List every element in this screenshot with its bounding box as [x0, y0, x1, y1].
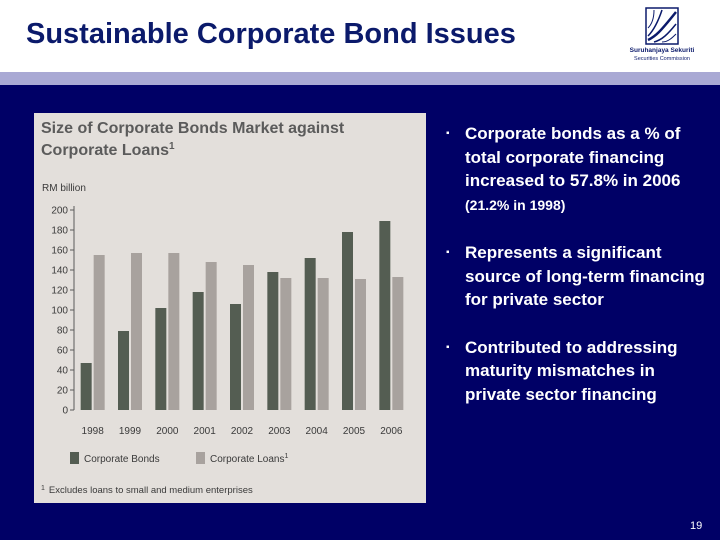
- y-tick-label: 160: [51, 246, 68, 257]
- bar-corporate-bonds-2003: [267, 272, 279, 410]
- x-tick-label-1999: 1999: [119, 426, 142, 437]
- chart-footnote-text: Excludes loans to small and medium enter…: [49, 485, 253, 496]
- bullet-square-icon: ▪: [446, 341, 450, 353]
- x-tick-label-2003: 2003: [268, 426, 291, 437]
- x-tick-label-2002: 2002: [231, 426, 254, 437]
- logo-name: Suruhanjaya Sekuriti: [629, 47, 695, 54]
- securities-commission-logo: Suruhanjaya Sekuriti Securities Commissi…: [610, 6, 714, 68]
- legend-label-corporate-loans-superscript: 1: [285, 453, 289, 460]
- y-tick-label: 0: [62, 406, 68, 417]
- legend-swatch-corporate-loans: [196, 452, 205, 464]
- bar-corporate-loans-2003: [280, 278, 292, 410]
- y-tick-label: 200: [51, 206, 68, 217]
- bullet-subtext-bond-share: (21.2% in 1998): [465, 196, 566, 213]
- logo-emblem-icon: [645, 7, 679, 45]
- bar-corporate-bonds-2004: [304, 258, 316, 410]
- bar-corporate-loans-1998: [93, 255, 105, 410]
- bar-corporate-bonds-2000: [155, 308, 167, 410]
- legend-label-corporate-loans-text: Corporate Loans: [210, 454, 285, 465]
- x-tick-label-2005: 2005: [343, 426, 366, 437]
- bullet-text-maturity-mismatch: Contributed to addressing maturity misma…: [465, 337, 678, 404]
- bullet-item-bond-share: ▪ Corporate bonds as a % of total corpora…: [444, 122, 714, 217]
- bullet-item-long-term-financing: ▪ Represents a significant source of long…: [444, 241, 714, 312]
- bar-corporate-loans-2004: [317, 278, 329, 410]
- x-tick-label-2001: 2001: [194, 426, 217, 437]
- y-axis: 0 20 40 60 80 100 120 140 160 180 200: [51, 206, 75, 417]
- bullet-item-maturity-mismatch: ▪ Contributed to addressing maturity mism…: [444, 336, 714, 407]
- y-tick-label: 80: [57, 326, 69, 337]
- y-tick-label: 20: [57, 386, 69, 397]
- x-tick-label-2006: 2006: [380, 426, 403, 437]
- chart-footnote-marker: 1: [41, 485, 45, 492]
- bar-corporate-bonds-1999: [118, 331, 129, 410]
- y-tick-label: 100: [51, 306, 68, 317]
- y-tick-label: 120: [51, 286, 68, 297]
- legend-swatch-corporate-bonds: [70, 452, 79, 464]
- bar-corporate-loans-2001: [205, 262, 217, 410]
- bullet-list: ▪ Corporate bonds as a % of total corpora…: [444, 122, 714, 430]
- slide-header: Sustainable Corporate Bond Issues Suruha…: [0, 0, 720, 72]
- bar-corporate-loans-2006: [392, 277, 404, 410]
- chart-legend: Corporate Bonds Corporate Loans1: [70, 452, 289, 465]
- header-band: [0, 72, 720, 85]
- chart-title-line-2: Corporate Loans1: [41, 141, 175, 159]
- bar-corporate-bonds-2005: [342, 232, 353, 410]
- chart-panel: Size of Corporate Bonds Market against C…: [34, 113, 426, 503]
- legend-label-corporate-loans: Corporate Loans1: [210, 453, 289, 465]
- x-axis-labels: 1998 1999 2000 2001 2002 2003 2004 2005 2006: [82, 426, 403, 437]
- bar-corporate-bonds-1998: [80, 363, 92, 410]
- bar-corporate-loans-1999: [131, 253, 142, 410]
- x-tick-label-1998: 1998: [82, 426, 105, 437]
- x-tick-label-2000: 2000: [156, 426, 179, 437]
- chart-footnote: 1 Excludes loans to small and medium ente…: [41, 485, 253, 496]
- chart-bars: [80, 221, 404, 410]
- bullet-square-icon: ▪: [446, 247, 450, 258]
- bullet-text-bond-share: Corporate bonds as a % of total corporat…: [465, 124, 681, 190]
- bar-corporate-loans-2005: [355, 279, 366, 410]
- page-number: 19: [690, 520, 703, 532]
- chart-title-line-1: Size of Corporate Bonds Market against: [41, 120, 345, 137]
- bond-loan-bar-chart: Size of Corporate Bonds Market against C…: [41, 120, 404, 496]
- bullet-text-long-term-financing: Represents a significant source of long-…: [465, 243, 705, 309]
- chart-unit-label: RM billion: [42, 183, 86, 194]
- chart-title-line-2-text: Corporate Loans: [41, 142, 169, 159]
- y-tick-label: 140: [51, 266, 68, 277]
- bullet-square-icon: ▪: [446, 128, 450, 139]
- slide-title: Sustainable Corporate Bond Issues: [26, 18, 516, 50]
- bar-corporate-loans-2000: [168, 253, 180, 410]
- bar-corporate-bonds-2006: [379, 221, 391, 410]
- chart-title-superscript: 1: [169, 141, 175, 152]
- bar-corporate-bonds-2001: [192, 292, 204, 410]
- bar-corporate-bonds-2002: [230, 304, 241, 410]
- y-tick-label: 40: [57, 366, 69, 377]
- bar-corporate-loans-2002: [243, 265, 254, 410]
- legend-label-corporate-bonds: Corporate Bonds: [84, 454, 160, 465]
- x-tick-label-2004: 2004: [306, 426, 329, 437]
- y-tick-label: 60: [57, 346, 69, 357]
- logo-subtitle: Securities Commission: [634, 56, 690, 62]
- y-tick-label: 180: [51, 226, 68, 237]
